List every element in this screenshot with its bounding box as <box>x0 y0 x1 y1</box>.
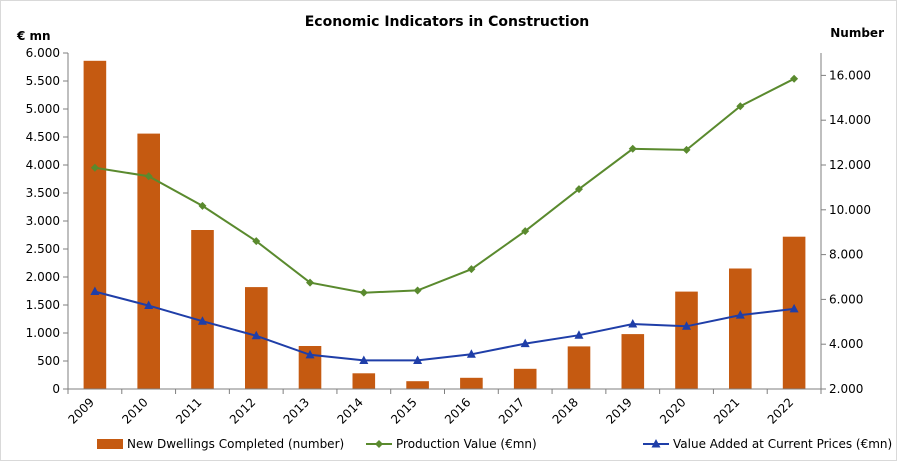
diamond-marker <box>359 288 368 297</box>
triangle-marker <box>466 349 476 358</box>
x-axis-tick-label: 2019 <box>603 395 634 426</box>
legend: New Dwellings Completed (number) Producti… <box>97 437 892 451</box>
x-axis-tick-label: 2010 <box>119 395 150 426</box>
bar <box>137 133 160 389</box>
triangle-marker <box>574 330 584 339</box>
x-axis-tick-label: 2013 <box>281 395 312 426</box>
series-line <box>94 77 795 294</box>
triangle-marker <box>735 310 745 319</box>
x-axis-tick-label: 2018 <box>550 395 581 426</box>
legend-label: Production Value (€mn) <box>396 437 537 451</box>
bar <box>675 291 698 389</box>
x-axis: 2009 2010 2011 2012 2013 2014 2015 2016 2017 2018… <box>66 388 822 427</box>
triangle-marker <box>651 439 661 448</box>
diamond-marker <box>306 278 315 287</box>
bar <box>191 230 214 389</box>
diamond-marker <box>90 163 99 172</box>
diamond-marker <box>467 265 476 274</box>
x-axis-tick-label: 2009 <box>66 395 97 426</box>
x-axis-tick-label: 2021 <box>711 395 742 426</box>
bar <box>352 373 376 389</box>
left-axis: 0 500 1.000 1.500 2.000 2.500 3.000 3.500 4.000 4… <box>26 46 69 396</box>
left-axis-tick-label: 5.000 <box>26 102 60 116</box>
left-axis-tick-label: 0 <box>52 382 60 396</box>
x-axis-tick-label: 2012 <box>227 395 258 426</box>
bar <box>298 346 322 389</box>
triangle-marker <box>520 338 530 348</box>
left-axis-tick-label: 5.500 <box>26 74 60 88</box>
x-axis-tick-label: 2011 <box>173 395 204 426</box>
line-series <box>90 74 799 364</box>
triangle-marker <box>197 316 207 325</box>
right-axis-tick-label: 12.000 <box>829 158 871 172</box>
diamond-marker <box>198 201 207 210</box>
x-axis-tick-label: 2017 <box>496 395 527 426</box>
diamond-marker <box>736 102 745 111</box>
left-axis-tick-label: 1.000 <box>26 326 60 340</box>
right-axis-tick-label: 16.000 <box>829 68 871 82</box>
bar <box>406 381 429 389</box>
left-axis-tick-label: 2.500 <box>26 242 60 256</box>
bar-series <box>83 60 806 390</box>
diamond-marker <box>252 237 261 246</box>
series-line <box>94 290 795 362</box>
left-axis-tick-label: 4.500 <box>26 130 60 144</box>
x-axis-tick-label: 2014 <box>334 395 365 426</box>
triangle-marker <box>682 321 692 330</box>
diamond-marker <box>413 286 422 295</box>
triangle-marker <box>789 303 799 313</box>
x-axis-tick-label: 2016 <box>442 395 473 426</box>
legend-label: Value Added at Current Prices (€mn) <box>673 437 892 451</box>
right-axis-tick-label: 4.000 <box>829 337 863 351</box>
left-axis-unit-label: € mn <box>16 29 51 43</box>
right-axis-tick-label: 2.000 <box>829 382 863 396</box>
left-axis-tick-label: 6.000 <box>26 46 60 60</box>
left-axis-tick-label: 1.500 <box>26 298 60 312</box>
bar <box>782 236 806 389</box>
triangle-marker <box>144 300 154 310</box>
x-axis-tick-label: 2020 <box>657 395 688 426</box>
right-axis: 2.000 4.000 6.000 8.000 10.000 12.000 14.000 16… <box>820 53 871 396</box>
diamond-marker <box>790 74 799 83</box>
diamond-marker <box>521 227 530 236</box>
triangle-marker <box>413 355 423 364</box>
bar <box>621 334 645 389</box>
left-axis-tick-label: 3.000 <box>26 214 60 228</box>
bar <box>567 346 591 389</box>
right-axis-tick-label: 8.000 <box>829 248 863 262</box>
legend-swatch <box>97 439 123 449</box>
x-axis-tick-label: 2015 <box>388 395 419 426</box>
triangle-marker <box>251 330 261 340</box>
left-axis-tick-label: 2.000 <box>26 270 60 284</box>
right-axis-unit-label: Number <box>830 26 884 40</box>
diamond-marker <box>628 144 637 153</box>
triangle-marker <box>359 355 369 364</box>
bar <box>513 368 537 389</box>
diamond-marker <box>375 440 383 448</box>
diamond-marker <box>144 172 153 181</box>
bar <box>460 377 483 389</box>
chart-title: Economic Indicators in Construction <box>305 14 590 30</box>
left-axis-tick-label: 4.000 <box>26 158 60 172</box>
x-axis-tick-label: 2022 <box>765 395 796 426</box>
bar <box>729 268 752 389</box>
right-axis-tick-label: 10.000 <box>829 203 871 217</box>
right-axis-tick-label: 14.000 <box>829 113 871 127</box>
bar <box>83 60 107 390</box>
right-axis-tick-label: 6.000 <box>829 292 863 306</box>
left-axis-tick-label: 3.500 <box>26 186 60 200</box>
left-axis-tick-label: 500 <box>37 354 60 368</box>
triangle-marker <box>305 349 315 359</box>
diamond-marker <box>574 185 583 194</box>
triangle-marker <box>628 319 638 328</box>
legend-label: New Dwellings Completed (number) <box>127 437 344 451</box>
diamond-marker <box>682 145 691 154</box>
triangle-marker <box>90 286 100 296</box>
